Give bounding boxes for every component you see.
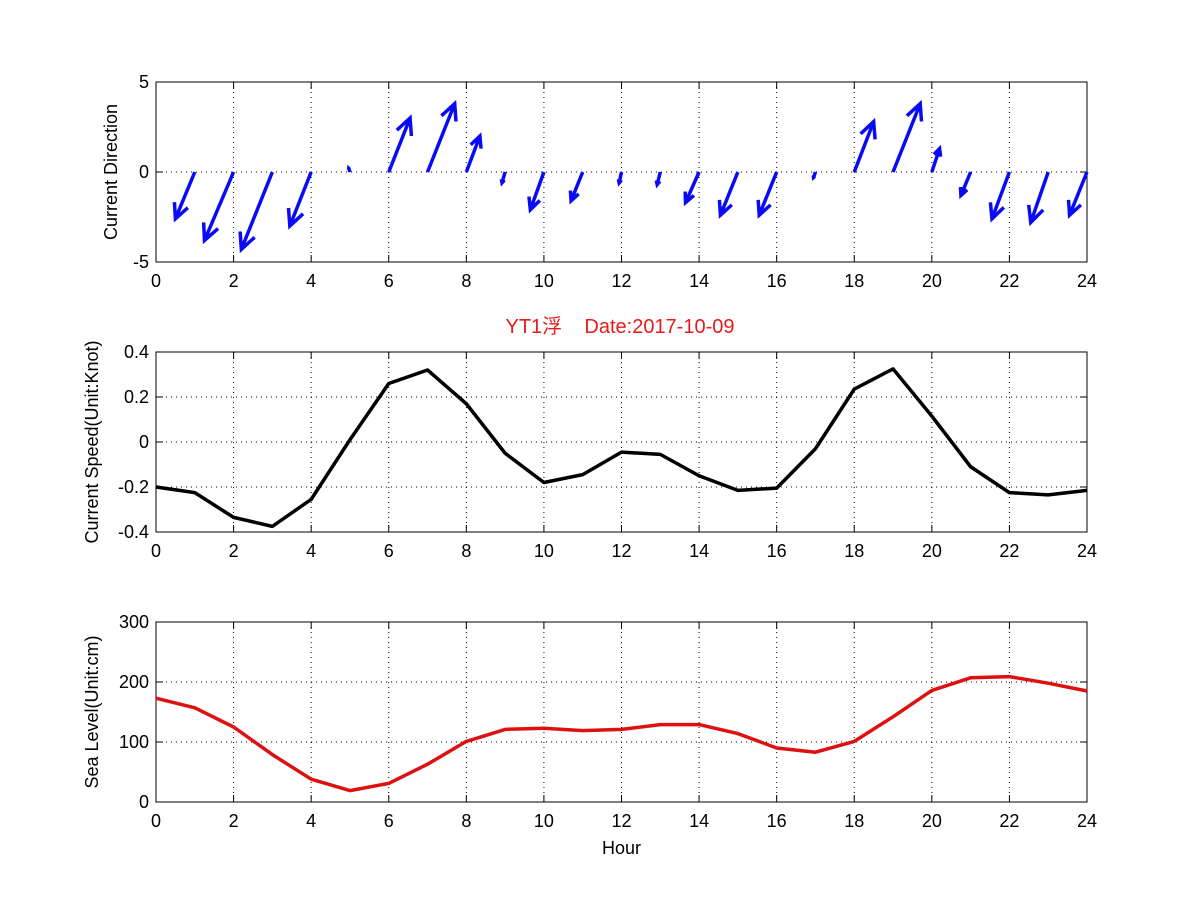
x-tick-label: 2 bbox=[229, 541, 239, 561]
current-arrow bbox=[1026, 171, 1050, 227]
x-tick-label: 16 bbox=[767, 541, 787, 561]
x-tick-label: 4 bbox=[306, 541, 316, 561]
x-tick-label: 24 bbox=[1077, 541, 1097, 561]
x-tick-label: 0 bbox=[151, 541, 161, 561]
x-tick-label: 16 bbox=[767, 271, 787, 291]
figure-title: YT1浮 Date:2017-10-09 bbox=[505, 315, 734, 338]
y-tick-label: 0.4 bbox=[124, 342, 149, 362]
y-tick-label: -0.4 bbox=[118, 522, 149, 542]
current-arrow bbox=[988, 171, 1012, 223]
y-tick-label: 100 bbox=[119, 732, 149, 752]
x-tick-label: 24 bbox=[1077, 811, 1097, 831]
x-tick-label: 0 bbox=[151, 271, 161, 291]
x-tick-label: 16 bbox=[767, 811, 787, 831]
y-tick-label: 0 bbox=[139, 162, 149, 182]
current-arrow bbox=[891, 99, 924, 173]
current-arrow bbox=[286, 171, 313, 230]
x-axis-label: Hour bbox=[602, 838, 641, 858]
x-tick-label: 18 bbox=[844, 541, 864, 561]
current-arrow bbox=[958, 171, 973, 200]
current-arrow bbox=[527, 171, 546, 214]
current-arrow bbox=[1066, 171, 1089, 219]
y-tick-label: 5 bbox=[139, 72, 149, 92]
sea-level-line bbox=[155, 674, 1088, 793]
x-tick-label: 20 bbox=[922, 271, 942, 291]
x-tick-label: 6 bbox=[384, 541, 394, 561]
x-tick-label: 12 bbox=[611, 541, 631, 561]
current-arrow bbox=[654, 171, 662, 189]
x-tick-label: 14 bbox=[689, 541, 709, 561]
x-tick-label: 20 bbox=[922, 811, 942, 831]
current-arrow bbox=[683, 171, 701, 207]
speed-line bbox=[155, 367, 1088, 529]
x-tick-label: 12 bbox=[611, 271, 631, 291]
x-tick-label: 8 bbox=[461, 541, 471, 561]
x-tick-label: 22 bbox=[999, 541, 1019, 561]
current-arrow bbox=[346, 164, 352, 173]
x-tick-label: 22 bbox=[999, 271, 1019, 291]
y-tick-label: -5 bbox=[133, 252, 149, 272]
y-tick-label: 200 bbox=[119, 672, 149, 692]
x-tick-label: 6 bbox=[384, 811, 394, 831]
current-arrow bbox=[238, 171, 274, 254]
current-arrow bbox=[616, 171, 624, 187]
y-tick-label: 300 bbox=[119, 612, 149, 632]
current-arrow bbox=[717, 171, 740, 219]
x-tick-label: 0 bbox=[151, 811, 161, 831]
x-tick-label: 10 bbox=[534, 271, 554, 291]
x-tick-label: 10 bbox=[534, 541, 554, 561]
x-tick-label: 2 bbox=[229, 271, 239, 291]
x-tick-label: 14 bbox=[689, 811, 709, 831]
y-axis-label: Sea Level(Unit:cm) bbox=[82, 635, 102, 788]
current-arrow bbox=[387, 114, 414, 173]
current-arrow bbox=[852, 117, 877, 173]
current-arrow bbox=[568, 171, 585, 205]
x-tick-label: 4 bbox=[306, 811, 316, 831]
y-tick-label: 0 bbox=[139, 432, 149, 452]
x-tick-label: 6 bbox=[384, 271, 394, 291]
x-tick-label: 4 bbox=[306, 271, 316, 291]
current-arrow bbox=[172, 171, 197, 223]
x-tick-label: 24 bbox=[1077, 271, 1097, 291]
y-tick-label: 0 bbox=[139, 792, 149, 812]
y-tick-label: 0.2 bbox=[124, 387, 149, 407]
y-axis-label: Current Direction bbox=[101, 104, 121, 240]
x-tick-label: 2 bbox=[229, 811, 239, 831]
current-arrow bbox=[811, 171, 818, 182]
current-arrow bbox=[499, 171, 507, 187]
x-tick-label: 8 bbox=[461, 811, 471, 831]
y-axis-label: Current Speed(Unit:Knot) bbox=[82, 340, 102, 543]
current-arrow bbox=[930, 144, 943, 173]
current-arrow bbox=[756, 171, 779, 219]
current-arrow bbox=[425, 99, 458, 173]
x-tick-label: 18 bbox=[844, 811, 864, 831]
x-tick-label: 12 bbox=[611, 811, 631, 831]
y-tick-label: -0.2 bbox=[118, 477, 149, 497]
x-tick-label: 18 bbox=[844, 271, 864, 291]
x-tick-label: 14 bbox=[689, 271, 709, 291]
x-tick-label: 20 bbox=[922, 541, 942, 561]
current-speed-panel: 0 2 4 6 8 10 12 14 16 18 20 22 24-0.4-0.200.20.4Curr… bbox=[82, 340, 1097, 561]
x-tick-label: 8 bbox=[461, 271, 471, 291]
current-arrow bbox=[201, 171, 236, 245]
x-tick-label: 22 bbox=[999, 811, 1019, 831]
current-arrow bbox=[464, 132, 483, 173]
x-tick-label: 10 bbox=[534, 811, 554, 831]
